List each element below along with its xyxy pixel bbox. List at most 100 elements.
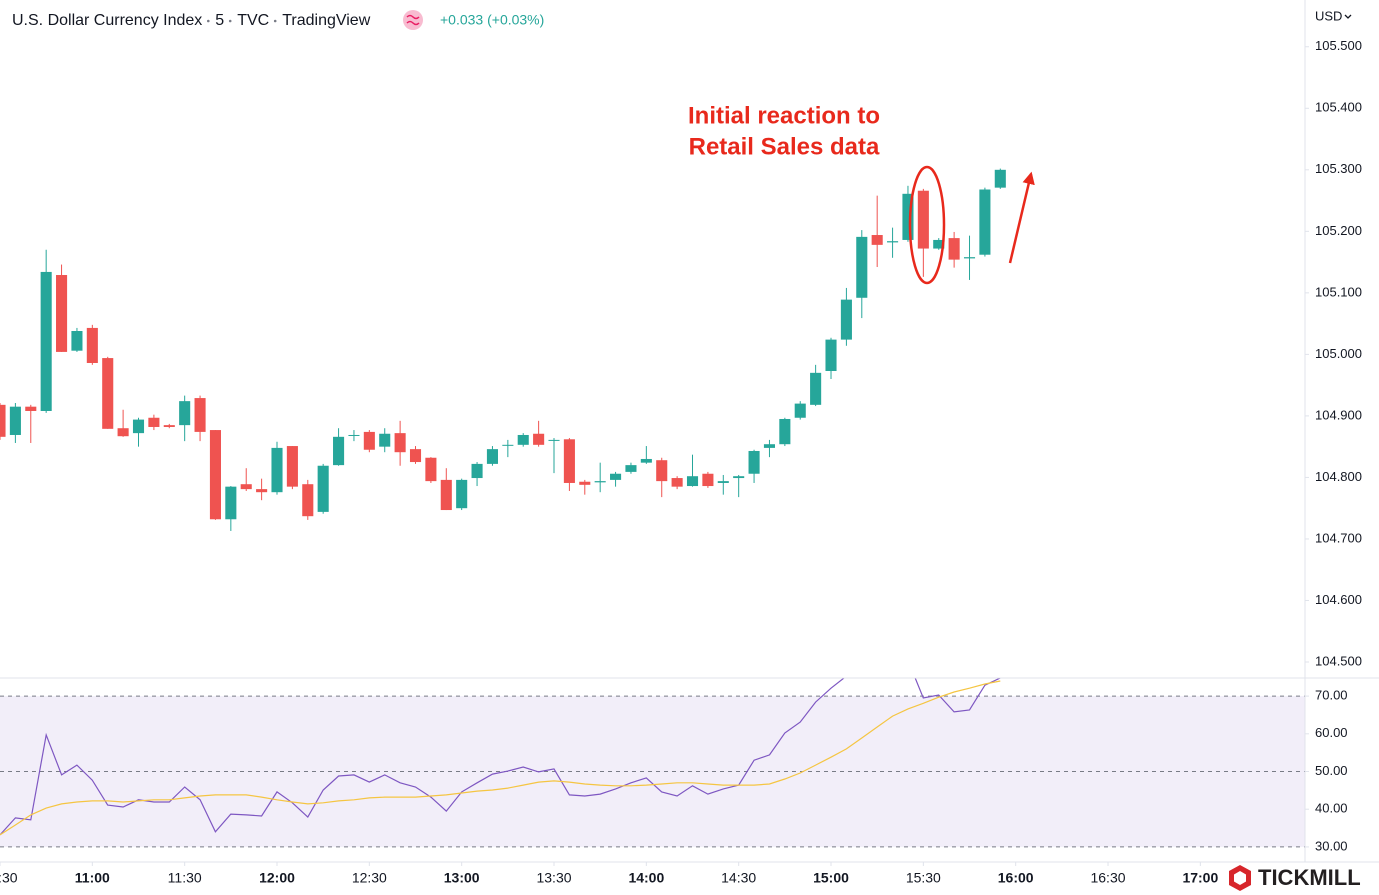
x-tick-label: 10:30 — [0, 870, 18, 886]
rsi-tick-label: 70.00 — [1315, 688, 1348, 703]
separator-dot — [228, 19, 232, 23]
candle-body — [517, 434, 529, 445]
y-tick-label: 105.300 — [1315, 161, 1362, 176]
candle-body — [533, 433, 545, 445]
x-tick-label: 16:00 — [998, 870, 1034, 886]
separator-dot — [206, 19, 210, 23]
candle-body — [933, 239, 945, 249]
title-part: TVC — [237, 12, 269, 29]
candle-body — [486, 449, 498, 464]
axes: 104.500 104.600 104.700 104.800 104.900 105.0… — [0, 38, 1362, 886]
candle-body — [40, 271, 52, 411]
candle-body — [610, 473, 622, 480]
candle-body — [640, 458, 652, 463]
candle-body — [379, 433, 391, 447]
price-pane — [0, 168, 1006, 531]
title-part: TradingView — [282, 12, 370, 29]
x-tick-label: 15:00 — [813, 870, 849, 886]
brand-logo-inner — [1234, 871, 1246, 885]
candle-body — [271, 447, 283, 493]
y-tick-label: 104.600 — [1315, 592, 1362, 607]
rsi-tick-label: 60.00 — [1315, 725, 1348, 740]
candle-body — [563, 439, 575, 483]
candle-body — [425, 457, 437, 482]
price-change: +0.033 (+0.03%) — [440, 12, 544, 28]
candle-body — [840, 299, 852, 340]
candle-body — [810, 372, 822, 405]
trend-arrow — [1008, 171, 1035, 264]
candle-body — [225, 486, 237, 520]
candle-body — [56, 275, 68, 352]
header: +0.033 (+0.03%) U.S. Dollar Currency Ind… — [12, 10, 544, 30]
currency-selector[interactable]: USD — [1315, 8, 1342, 23]
y-tick-label: 104.900 — [1315, 407, 1362, 422]
annotation-text: Initial reaction to — [688, 102, 880, 129]
candle-body — [887, 241, 899, 243]
candle-body — [502, 444, 514, 446]
candle-body — [686, 476, 699, 487]
candle-body — [763, 444, 775, 448]
candle-body — [117, 428, 129, 437]
candle-body — [179, 401, 191, 426]
brand-name: TICKMILL — [1258, 865, 1361, 890]
x-tick-label: 16:30 — [1090, 870, 1125, 886]
x-tick-label: 12:00 — [259, 870, 295, 886]
x-tick-label: 14:30 — [721, 870, 756, 886]
currency-caret — [1344, 14, 1352, 19]
candle-body — [994, 169, 1006, 188]
y-tick-label: 104.500 — [1315, 653, 1362, 668]
candle-body — [209, 430, 221, 520]
candle-body — [871, 235, 883, 245]
title-part: U.S. Dollar Currency Index — [12, 12, 202, 29]
indicator-icon-glyph — [406, 14, 420, 26]
rsi-background — [0, 695, 1305, 848]
candle-body — [317, 465, 329, 512]
x-tick-label: 17:00 — [1182, 870, 1218, 886]
candle-body — [394, 433, 406, 453]
candle-body — [671, 478, 683, 487]
candle-body — [409, 449, 422, 463]
candle-body — [333, 436, 345, 466]
candle-body — [9, 406, 21, 435]
y-tick-label: 105.200 — [1315, 223, 1362, 238]
candle-body — [440, 479, 452, 511]
candle-body — [902, 193, 914, 240]
candle-body — [794, 403, 806, 418]
y-tick-label: 105.100 — [1315, 284, 1362, 299]
x-tick-label: 14:00 — [628, 870, 664, 886]
rsi-tick-label: 30.00 — [1315, 838, 1348, 853]
candle-body — [594, 481, 606, 483]
rsi-tick-label: 50.00 — [1315, 763, 1348, 778]
candle-body — [979, 189, 991, 255]
x-tick-label: 15:30 — [906, 870, 941, 886]
candle-body — [917, 190, 929, 249]
y-tick-label: 104.800 — [1315, 469, 1362, 484]
candle-body — [733, 476, 745, 479]
candle-body — [471, 463, 483, 479]
candle-body — [348, 434, 360, 436]
rsi-pane — [0, 678, 1001, 836]
indicator-icon — [403, 10, 423, 30]
candle-body — [286, 446, 298, 487]
candle-body — [748, 450, 760, 474]
y-tick-label: 104.700 — [1315, 530, 1362, 545]
candle-body — [656, 460, 668, 482]
candle-body — [0, 404, 6, 437]
candle-body — [240, 484, 252, 490]
candle-body — [102, 358, 114, 429]
candle-body — [456, 479, 468, 509]
x-tick-label: 11:00 — [75, 870, 110, 886]
rsi-line — [0, 680, 1001, 836]
candle-body — [579, 481, 591, 485]
rsi-tick-label: 40.00 — [1315, 801, 1348, 816]
title-part: 5 — [215, 12, 224, 29]
candle-body — [548, 439, 560, 441]
annotation-text: Retail Sales data — [689, 133, 880, 160]
candle-body — [86, 327, 98, 363]
candle-body — [963, 257, 976, 259]
candle-body — [948, 238, 960, 260]
candle-body — [779, 418, 791, 445]
separator-dot — [273, 19, 277, 23]
y-tick-label: 105.500 — [1315, 38, 1362, 53]
